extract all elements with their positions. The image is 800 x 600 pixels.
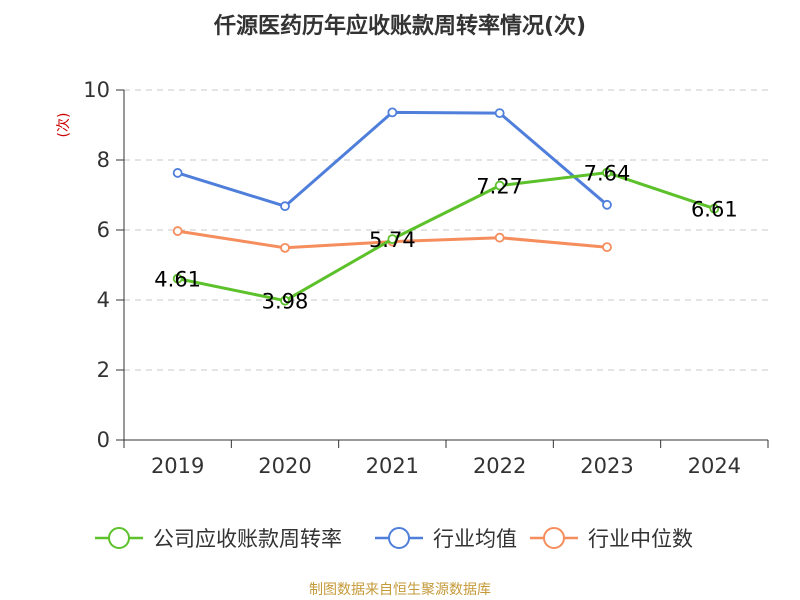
- y-tick-label: 2: [97, 358, 110, 382]
- source-note: 制图数据来自恒生聚源数据库: [309, 582, 491, 598]
- data-point: [494, 180, 505, 191]
- chart-title: 仟源医药历年应收账款周转率情况(次): [213, 13, 586, 39]
- y-tick-label: 6: [97, 218, 110, 242]
- data-point: [387, 107, 398, 118]
- legend-label: 行业均值: [433, 527, 517, 551]
- data-point: [280, 295, 290, 306]
- data-point: [602, 242, 612, 253]
- data-point: [602, 167, 612, 178]
- data-point: [172, 168, 183, 178]
- legend-label: 公司应收账款周转率: [153, 527, 342, 551]
- data-point: [494, 108, 505, 118]
- data-label: 7.64: [584, 162, 631, 186]
- legend-marker: [543, 527, 565, 549]
- data-label: 3.98: [262, 290, 309, 314]
- data-point: [387, 234, 398, 245]
- data-point: [602, 199, 612, 210]
- data-label: 6.61: [691, 198, 738, 222]
- data-point: [280, 201, 290, 212]
- data-point: [172, 226, 183, 236]
- series-line: [177, 110, 608, 208]
- data-point: [280, 242, 290, 253]
- x-tick-label: 2021: [366, 454, 419, 478]
- y-tick-label: 0: [97, 428, 110, 452]
- x-tick-label: 2022: [473, 454, 526, 478]
- x-tick-label: 2024: [688, 454, 741, 478]
- legend-marker: [388, 527, 410, 549]
- y-tick-label: 4: [97, 288, 110, 312]
- data-label: 7.27: [476, 175, 523, 199]
- data-point: [494, 232, 505, 243]
- legend-label: 行业中位数: [588, 527, 693, 551]
- legend-item: 行业中位数: [530, 527, 693, 551]
- y-tick-label: 8: [97, 148, 110, 172]
- y-tick-label: 10: [83, 78, 110, 102]
- x-tick-label: 2019: [151, 454, 204, 478]
- legend-marker: [108, 527, 130, 549]
- series-lines: [172, 107, 720, 306]
- data-label: 5.74: [369, 228, 416, 252]
- data-point: [709, 203, 720, 214]
- data-point: [172, 273, 183, 284]
- axes: 0 2 4 6 8 10 2019 2020 2021 2022 2023 2024: [83, 78, 769, 478]
- legend: 公司应收账款周转率 行业均值 行业中位数: [95, 527, 693, 551]
- x-tick-label: 2020: [258, 454, 311, 478]
- legend-item: 公司应收账款周转率: [95, 527, 342, 551]
- data-label: 4.61: [154, 268, 201, 292]
- legend-item: 行业均值: [375, 527, 517, 551]
- y-axis-unit-label: (次): [56, 113, 72, 138]
- series-line: [177, 171, 715, 303]
- x-tick-label: 2023: [580, 454, 633, 478]
- grid-lines: [124, 89, 768, 371]
- data-labels: 4.61 3.98 5.74 7.27 7.64 6.61: [154, 162, 737, 314]
